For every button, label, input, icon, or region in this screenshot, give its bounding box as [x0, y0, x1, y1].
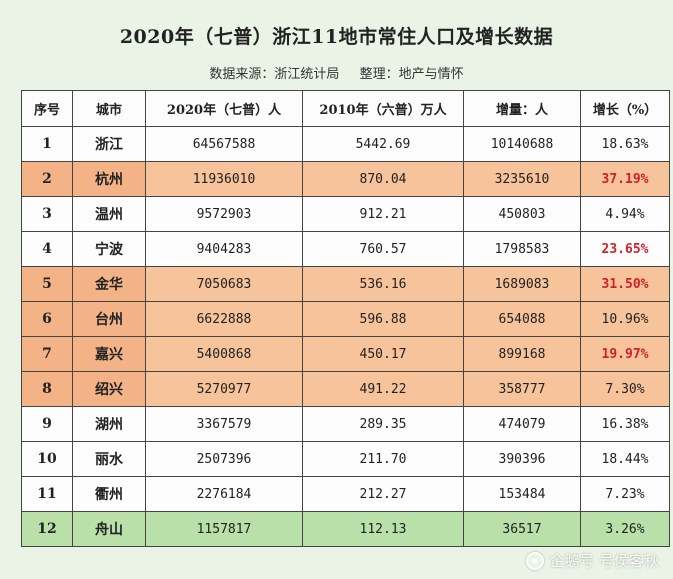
cell-pop2010: 536.16	[302, 266, 464, 302]
cell-city: 金华	[72, 266, 146, 302]
cell-pop2010: 5442.69	[302, 126, 464, 162]
source-label: 数据来源：浙江统计局	[209, 67, 340, 82]
table-row: 2 杭州 11936010 870.04 3235610 37.19%	[21, 161, 670, 197]
cell-increase: 654088	[463, 301, 581, 337]
header-seq: 序号	[21, 90, 73, 127]
cell-seq: 7	[21, 336, 73, 372]
cell-city: 杭州	[72, 161, 146, 197]
cell-city: 宁波	[72, 231, 146, 267]
cell-pop2020: 2507396	[145, 441, 303, 477]
cell-increase: 474079	[463, 406, 581, 442]
cell-increase: 1798583	[463, 231, 581, 267]
cell-pop2020: 6622888	[145, 301, 303, 337]
penguin-logo-icon	[526, 551, 545, 570]
cell-increase: 390396	[463, 441, 581, 477]
cell-seq: 12	[21, 511, 73, 547]
cell-pop2020: 11936010	[145, 161, 303, 197]
cell-growth: 18.44%	[580, 441, 670, 477]
table-row: 9 湖州 3367579 289.35 474079 16.38%	[21, 406, 670, 442]
cell-city: 湖州	[72, 406, 146, 442]
cell-pop2020: 2276184	[145, 476, 303, 512]
cell-city: 台州	[72, 301, 146, 337]
page-title: 2020年（七普）浙江11地市常住人口及增长数据	[119, 26, 554, 48]
header-city: 城市	[72, 90, 146, 127]
cell-seq: 4	[21, 231, 73, 267]
cell-pop2020: 5400868	[145, 336, 303, 372]
cell-pop2020: 9404283	[145, 231, 303, 267]
table-row: 6 台州 6622888 596.88 654088 10.96%	[21, 301, 670, 337]
cell-growth: 19.97%	[580, 336, 670, 372]
cell-pop2020: 1157817	[145, 511, 303, 547]
cell-city: 浙江	[72, 126, 146, 162]
cell-city: 嘉兴	[72, 336, 146, 372]
cell-growth: 7.23%	[580, 476, 670, 512]
population-table: 序号 城市 2020年（七普）人 2010年（六普）万人 增量：人 增长（%） …	[21, 90, 670, 547]
subtitle: 数据来源：浙江统计局 整理：地产与情怀	[0, 63, 673, 82]
cell-increase: 450803	[463, 196, 581, 232]
cell-increase: 10140688	[463, 126, 581, 162]
cell-growth: 4.94%	[580, 196, 670, 232]
cell-growth: 10.96%	[580, 301, 670, 337]
cell-increase: 1689083	[463, 266, 581, 302]
cell-pop2010: 211.70	[302, 441, 464, 477]
cell-growth: 3.26%	[580, 511, 670, 547]
cell-growth: 37.19%	[580, 161, 670, 197]
cell-city: 衢州	[72, 476, 146, 512]
table-header-row: 序号 城市 2020年（七普）人 2010年（六普）万人 增量：人 增长（%）	[21, 90, 670, 127]
cell-pop2010: 870.04	[302, 161, 464, 197]
cell-city: 丽水	[72, 441, 146, 477]
cell-seq: 10	[21, 441, 73, 477]
cell-pop2010: 596.88	[302, 301, 464, 337]
table-row: 12 舟山 1157817 112.13 36517 3.26%	[21, 511, 670, 547]
cell-seq: 3	[21, 196, 73, 232]
cell-seq: 5	[21, 266, 73, 302]
cell-seq: 1	[21, 126, 73, 162]
cell-pop2020: 5270977	[145, 371, 303, 407]
cell-pop2010: 289.35	[302, 406, 464, 442]
header-pop2020: 2020年（七普）人	[145, 90, 303, 127]
cell-city: 温州	[72, 196, 146, 232]
cell-pop2020: 64567588	[145, 126, 303, 162]
cell-seq: 8	[21, 371, 73, 407]
table-row: 1 浙江 64567588 5442.69 10140688 18.63%	[21, 126, 670, 162]
header-increase: 增量：人	[463, 90, 581, 127]
cell-pop2010: 912.21	[302, 196, 464, 232]
header-pop2010: 2010年（六普）万人	[302, 90, 464, 127]
cell-seq: 2	[21, 161, 73, 197]
cell-growth: 7.30%	[580, 371, 670, 407]
cell-pop2020: 7050683	[145, 266, 303, 302]
table-row: 8 绍兴 5270977 491.22 358777 7.30%	[21, 371, 670, 407]
table-row: 7 嘉兴 5400868 450.17 899168 19.97%	[21, 336, 670, 372]
cell-growth: 16.38%	[580, 406, 670, 442]
cell-pop2010: 212.27	[302, 476, 464, 512]
table-row: 5 金华 7050683 536.16 1689083 31.50%	[21, 266, 670, 302]
table-row: 11 衢州 2276184 212.27 153484 7.23%	[21, 476, 670, 512]
cell-pop2020: 9572903	[145, 196, 303, 232]
table-row: 10 丽水 2507396 211.70 390396 18.44%	[21, 441, 670, 477]
cell-pop2010: 450.17	[302, 336, 464, 372]
cell-city: 舟山	[72, 511, 146, 547]
cell-seq: 11	[21, 476, 73, 512]
cell-pop2010: 112.13	[302, 511, 464, 547]
cell-increase: 899168	[463, 336, 581, 372]
cell-seq: 6	[21, 301, 73, 337]
cell-growth: 31.50%	[580, 266, 670, 302]
cell-city: 绍兴	[72, 371, 146, 407]
cell-growth: 23.65%	[580, 231, 670, 267]
cell-growth: 18.63%	[580, 126, 670, 162]
cell-increase: 358777	[463, 371, 581, 407]
cell-pop2020: 3367579	[145, 406, 303, 442]
header-growth: 增长（%）	[580, 90, 670, 127]
cell-increase: 3235610	[463, 161, 581, 197]
cell-pop2010: 760.57	[302, 231, 464, 267]
watermark: 企鹅号 号侯客秋	[526, 550, 659, 571]
cell-pop2010: 491.22	[302, 371, 464, 407]
watermark-text: 企鹅号 号侯客秋	[549, 552, 659, 570]
table-row: 4 宁波 9404283 760.57 1798583 23.65%	[21, 231, 670, 267]
cell-increase: 153484	[463, 476, 581, 512]
cell-increase: 36517	[463, 511, 581, 547]
editor-label: 整理：地产与情怀	[359, 67, 464, 82]
cell-seq: 9	[21, 406, 73, 442]
table-row: 3 温州 9572903 912.21 450803 4.94%	[21, 196, 670, 232]
